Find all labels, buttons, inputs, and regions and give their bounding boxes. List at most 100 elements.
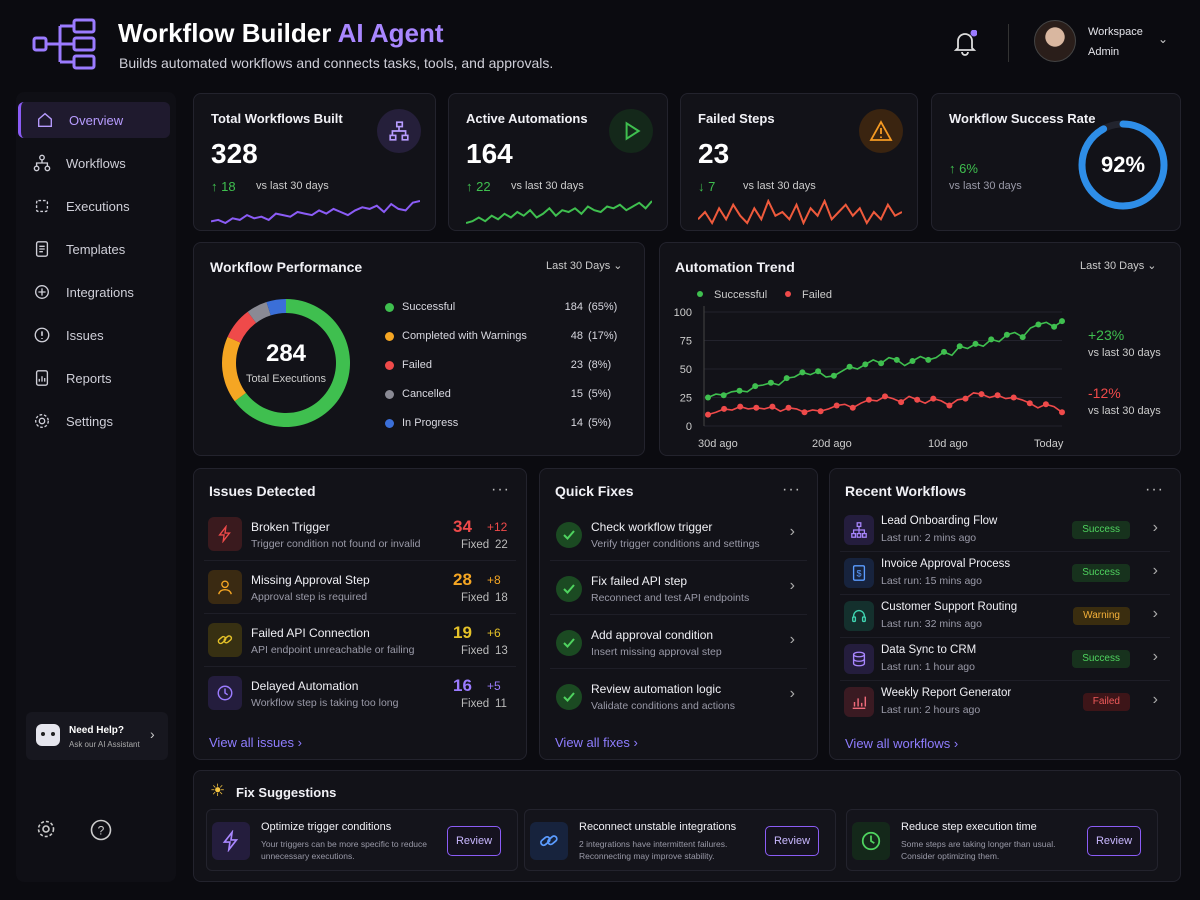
- help-button[interactable]: ?: [90, 819, 112, 841]
- suggestion-desc-line2: Reconnecting may improve stability.: [579, 851, 715, 861]
- more-options-icon[interactable]: ···: [491, 481, 510, 498]
- series-line-successful: [707, 320, 1063, 399]
- stat-label: Failed Steps: [698, 111, 775, 126]
- help-card[interactable]: Need Help? Ask our AI Assistant ›: [26, 712, 168, 760]
- review-button[interactable]: Review: [447, 826, 501, 856]
- y-tick-label: 75: [680, 336, 692, 348]
- issues-card: Issues Detected ··· Broken Trigger Trigge…: [193, 468, 527, 760]
- performance-period-select[interactable]: Last 30 Days ⌄: [546, 259, 622, 272]
- data-point: [941, 348, 947, 355]
- trend-title: Automation Trend: [675, 259, 795, 275]
- title-main: Workflow Builder: [118, 18, 332, 48]
- workflow-last-run: Last run: 15 mins ago: [881, 575, 982, 587]
- link-label: View all workflows: [845, 736, 951, 751]
- sidebar-item-templates[interactable]: Templates: [18, 231, 170, 267]
- workflow-name: Weekly Report Generator: [881, 687, 1012, 699]
- legend-pct: (17%): [588, 330, 618, 342]
- sidebar-item-workflows[interactable]: Workflows: [18, 145, 170, 181]
- recent-workflow-row[interactable]: Customer Support Routing Last run: 32 min…: [840, 595, 1170, 638]
- warning-icon: [869, 120, 893, 141]
- view-all-fixes-link[interactable]: View all fixes ›: [555, 735, 638, 750]
- settings-gear-button[interactable]: [36, 819, 56, 839]
- data-point: [962, 395, 969, 402]
- chevron-down-icon: ⌄: [1158, 32, 1169, 46]
- data-point: [833, 402, 840, 409]
- recent-workflow-row[interactable]: Lead Onboarding Flow Last run: 2 mins ago…: [840, 509, 1170, 552]
- recent-workflows-card: Recent Workflows ··· Lead Onboarding Flo…: [829, 468, 1181, 760]
- data-point: [767, 379, 774, 386]
- recent-workflow-row[interactable]: $ Invoice Approval Process Last run: 15 mi…: [840, 552, 1170, 595]
- user-menu[interactable]: Workspace Admin ⌄: [1034, 20, 1174, 66]
- quick-fix-title: Fix failed API step: [591, 574, 688, 588]
- headset-icon: [844, 601, 874, 631]
- issue-row[interactable]: Missing Approval Step Approval step is re…: [204, 562, 516, 614]
- sidebar-item-reports[interactable]: Reports: [18, 360, 170, 396]
- stat-value: 164: [466, 138, 513, 169]
- issue-delta: +12: [487, 520, 508, 534]
- lightning-icon: [222, 830, 239, 852]
- legend-value: 184: [564, 301, 583, 313]
- chevron-right-icon: ›: [953, 736, 959, 751]
- quick-fix-row[interactable]: Check workflow trigger Verify trigger con…: [550, 509, 807, 561]
- x-tick-label: 20d ago: [812, 438, 852, 450]
- success-rate-ring: [1078, 120, 1168, 210]
- more-options-icon[interactable]: ···: [782, 481, 801, 498]
- sidebar-item-overview[interactable]: Overview: [18, 102, 170, 138]
- clock-icon: [217, 685, 233, 701]
- sidebar-item-label: Settings: [66, 413, 113, 429]
- chevron-right-icon: ›: [150, 726, 155, 742]
- workflow-last-run: Last run: 2 mins ago: [881, 532, 977, 544]
- data-point: [909, 358, 916, 364]
- trend-period-select[interactable]: Last 30 Days ⌄: [1080, 259, 1156, 272]
- sidebar-item-issues[interactable]: Issues: [18, 317, 170, 353]
- workflow-last-run: Last run: 1 hour ago: [881, 661, 975, 673]
- link-icon: [208, 623, 242, 657]
- home-icon: [21, 111, 69, 129]
- notification-button[interactable]: [953, 30, 977, 56]
- suggestion-title: Optimize trigger conditions: [261, 821, 392, 833]
- data-point: [862, 361, 869, 368]
- data-point: [1059, 409, 1065, 416]
- reports-icon: [18, 369, 66, 387]
- recent-workflow-row[interactable]: Weekly Report Generator Last run: 2 hours…: [840, 681, 1170, 724]
- success-rate-label: Workflow Success Rate: [949, 111, 1096, 126]
- sidebar-item-integrations[interactable]: Integrations: [18, 274, 170, 310]
- legend-dot: [385, 390, 394, 399]
- check-circle-icon: [556, 522, 582, 548]
- more-options-icon[interactable]: ···: [1145, 481, 1164, 498]
- data-point: [994, 392, 1001, 399]
- data-point: [1051, 323, 1058, 330]
- trend-card: Automation Trend Last 30 Days ⌄ +23% vs …: [659, 242, 1181, 456]
- sparkline: [211, 199, 420, 225]
- sidebar-item-settings[interactable]: Settings: [18, 403, 170, 439]
- issue-row[interactable]: Failed API Connection API endpoint unreac…: [204, 615, 516, 667]
- issue-row[interactable]: Delayed Automation Workflow step is takin…: [204, 668, 516, 720]
- workflow-name: Customer Support Routing: [881, 601, 1018, 613]
- home-icon: [38, 112, 52, 127]
- issue-count: 19: [453, 623, 472, 642]
- x-tick-label: 30d ago: [698, 438, 738, 450]
- stat-card-3: Failed Steps 23 ↓ 7 vs last 30 days: [680, 93, 918, 231]
- view-all-workflows-link[interactable]: View all workflows ›: [845, 736, 958, 751]
- workflow-name: Lead Onboarding Flow: [881, 515, 998, 527]
- issue-title: Broken Trigger: [251, 520, 330, 534]
- chevron-right-icon: ›: [789, 685, 795, 702]
- suggestion-desc-line1: Some steps are taking longer than usual.: [901, 839, 1056, 849]
- data-point: [783, 375, 790, 382]
- stat-note: vs last 30 days: [256, 180, 329, 192]
- chevron-right-icon: ›: [1152, 605, 1158, 622]
- quick-fix-row[interactable]: Add approval condition Insert missing app…: [550, 617, 807, 669]
- quick-fix-row[interactable]: Fix failed API step Reconnect and test AP…: [550, 563, 807, 615]
- review-button[interactable]: Review: [765, 826, 819, 856]
- quick-fix-row[interactable]: Review automation logic Validate conditio…: [550, 671, 807, 723]
- review-button[interactable]: Review: [1087, 826, 1141, 856]
- chevron-right-icon: ›: [789, 577, 795, 594]
- issue-row[interactable]: Broken Trigger Trigger condition not foun…: [204, 509, 516, 561]
- legend-label: Successful: [714, 289, 767, 301]
- data-point: [785, 404, 792, 411]
- recent-workflow-row[interactable]: Data Sync to CRM Last run: 1 hour ago Succ…: [840, 638, 1170, 681]
- sidebar-item-executions[interactable]: Executions: [18, 188, 170, 224]
- view-all-issues-link[interactable]: View all issues ›: [209, 735, 302, 750]
- chart-icon: [852, 696, 867, 710]
- donut-slice-in-progress: [266, 299, 286, 316]
